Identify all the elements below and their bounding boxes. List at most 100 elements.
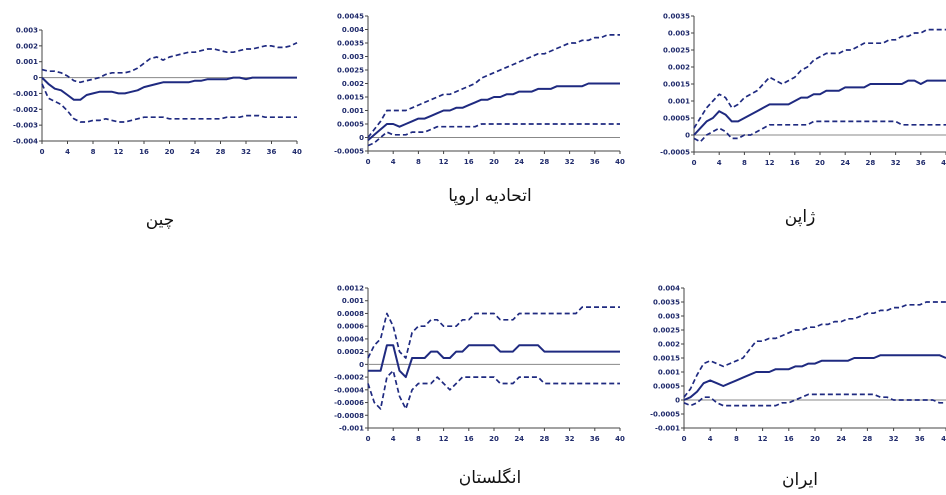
chart-3-xtick-label-2: 8 — [416, 435, 421, 443]
chart-2-xtick-label-3: 12 — [765, 159, 775, 167]
chart-0-xtick-label-2: 8 — [91, 148, 96, 156]
chart-0-ytick-label-0: 0.003 — [16, 27, 38, 35]
chart-3-ytick-label-10: -0.0008 — [334, 412, 364, 420]
chart-3-ytick-label-6: 0 — [359, 361, 364, 369]
chart-3-ytick-label-5: 0.0002 — [337, 348, 364, 356]
chart-4-xtick-label-9: 36 — [915, 435, 925, 443]
chart-iran: 0.004 0.0035 0.003 0.0025 0.002 0.0015 0.001 0.… — [650, 285, 946, 443]
chart-0-ytick-label-4: -0.001 — [13, 90, 38, 98]
chart-1-ytick-label-1: 0.004 — [342, 26, 364, 34]
chart-0-ytick-label-1: 0.002 — [16, 42, 38, 50]
panel-caption-china: چین — [145, 210, 175, 230]
chart-3-xtick-label-1: 4 — [391, 435, 396, 443]
chart-1-series-1-solid — [367, 82, 620, 141]
chart-0-xtick-label-10: 40 — [292, 148, 302, 156]
chart-4-series-1-solid — [683, 354, 946, 401]
chart-1-xtick-label-3: 12 — [439, 158, 449, 166]
chart-2-xtick-label-1: 4 — [717, 159, 722, 167]
chart-4-xtick-label-1: 4 — [708, 435, 713, 443]
chart-2-xtick-label-9: 36 — [916, 159, 926, 167]
chart-1-ytick-label-6: 0.0015 — [337, 94, 364, 102]
chart-0-series-1-solid — [41, 76, 297, 101]
chart-4-xtick-label-6: 24 — [836, 435, 846, 443]
chart-4-ytick-label-3: 0.0025 — [653, 327, 680, 335]
chart-2-xtick-label-5: 20 — [815, 159, 825, 167]
chart-china: 0.003 0.002 0.001 0 -0.001 -0.002 -0.003 -0.004… — [13, 27, 302, 157]
chart-1-ytick-label-0: 0.0045 — [337, 13, 364, 21]
chart-4-ytick-label-7: 0.0005 — [653, 383, 680, 391]
chart-2-ytick-label-8: -0.0005 — [660, 149, 690, 157]
chart-3-xtick-label-3: 12 — [439, 435, 449, 443]
chart-eu: 0.0045 0.004 0.0035 0.003 0.0025 0.002 0.0015 0… — [334, 13, 625, 167]
chart-3-series-0-dashed — [367, 306, 620, 359]
chart-1-xtick-label-5: 20 — [489, 158, 499, 166]
chart-0-xtick-label-6: 24 — [190, 148, 200, 156]
chart-0-xtick-label-8: 32 — [241, 148, 251, 156]
chart-0-ytick-label-5: -0.002 — [13, 106, 38, 114]
chart-1-series-0-dashed — [367, 34, 620, 139]
chart-1-xtick-label-2: 8 — [416, 158, 421, 166]
chart-1-ytick-label-9: 0 — [359, 134, 364, 142]
chart-2-ytick-label-4: 0.0015 — [663, 81, 690, 89]
chart-1-ytick-label-4: 0.0025 — [337, 67, 364, 75]
chart-0-xtick-label-4: 16 — [139, 148, 149, 156]
panel-caption-england: انگلستان — [458, 468, 522, 488]
chart-0-series-0-dashed — [41, 41, 298, 84]
chart-3-ytick-label-11: -0.001 — [339, 425, 364, 433]
chart-0-series-2-dashed — [41, 83, 297, 123]
chart-3-ytick-label-7: -0.0002 — [334, 374, 364, 382]
panel-caption-iran: ایران — [781, 470, 819, 490]
chart-3-xtick-label-5: 20 — [489, 435, 499, 443]
chart-3-ytick-label-8: -0.0004 — [334, 386, 364, 394]
chart-3-ytick-label-1: 0.001 — [342, 297, 364, 305]
chart-4-series-2-dashed — [683, 393, 946, 407]
chart-2-xtick-label-10: 40 — [941, 159, 946, 167]
chart-3-ytick-label-4: 0.0004 — [337, 335, 364, 343]
chart-4-ytick-label-1: 0.0035 — [653, 299, 680, 307]
chart-0-xtick-label-1: 4 — [65, 148, 70, 156]
chart-0-xtick-label-7: 28 — [216, 148, 226, 156]
chart-4-xtick-label-3: 12 — [758, 435, 768, 443]
chart-3-ytick-label-9: -0.0006 — [334, 399, 364, 407]
chart-2-ytick-label-7: 0 — [685, 132, 690, 140]
chart-3-xtick-label-7: 28 — [540, 435, 550, 443]
chart-0-ytick-label-6: -0.003 — [13, 122, 38, 130]
chart-3-ytick-label-0: 0.0012 — [337, 285, 364, 293]
chart-2-ytick-label-0: 0.0035 — [663, 13, 690, 21]
chart-1-xtick-label-4: 16 — [464, 158, 474, 166]
chart-panel-iran: 0.004 0.0035 0.003 0.0025 0.002 0.0015 0.001 0.… — [648, 282, 946, 443]
chart-3-xtick-label-10: 40 — [615, 435, 625, 443]
chart-1-xtick-label-8: 32 — [565, 158, 575, 166]
chart-1-ytick-label-10: -0.0005 — [334, 148, 364, 156]
chart-3-xtick-label-0: 0 — [366, 435, 371, 443]
chart-2-xtick-label-2: 8 — [742, 159, 747, 167]
chart-4-xtick-label-8: 32 — [889, 435, 899, 443]
chart-2-ytick-label-2: 0.0025 — [663, 47, 690, 55]
chart-2-ytick-label-6: 0.0005 — [663, 115, 690, 123]
chart-1-ytick-label-3: 0.003 — [342, 53, 364, 61]
chart-4-ytick-label-10: -0.001 — [655, 425, 680, 433]
chart-panel-england: 0.0012 0.001 0.0008 0.0006 0.0004 0.0002 0 -0.0… — [322, 282, 632, 444]
chart-2-series-1-solid — [693, 79, 946, 136]
chart-4-ytick-label-5: 0.0015 — [653, 355, 680, 363]
chart-0-xtick-label-5: 20 — [165, 148, 175, 156]
chart-4-xtick-label-4: 16 — [784, 435, 794, 443]
chart-0-xtick-label-3: 12 — [114, 148, 124, 156]
chart-2-xtick-label-8: 32 — [891, 159, 901, 167]
chart-3-xtick-label-9: 36 — [590, 435, 600, 443]
chart-2-ytick-label-5: 0.001 — [668, 98, 690, 106]
chart-3-xtick-label-6: 24 — [514, 435, 524, 443]
chart-england: 0.00120.0010.00080.00060.00040.00020-0.0… — [334, 285, 625, 444]
panel-caption-eu: اتحادیه اروپا — [448, 186, 532, 206]
chart-3-ytick-label-2: 0.0008 — [337, 310, 364, 318]
chart-1-xtick-label-9: 36 — [590, 158, 600, 166]
chart-4-xtick-label-2: 8 — [734, 435, 739, 443]
chart-panel-eu: 0.0045 0.004 0.0035 0.003 0.0025 0.002 0.0015 0… — [322, 10, 632, 170]
chart-2-series-2-dashed — [693, 120, 946, 143]
chart-panel-japan: 0.0035 0.003 0.0025 0.002 0.0015 0.001 0.0005 0… — [648, 10, 946, 170]
chart-1-xtick-label-10: 40 — [615, 158, 625, 166]
chart-2-xtick-label-4: 16 — [790, 159, 800, 167]
chart-1-ytick-label-5: 0.002 — [342, 80, 364, 88]
chart-4-xtick-label-10: 40 — [941, 435, 946, 443]
chart-1-xtick-label-6: 24 — [514, 158, 524, 166]
